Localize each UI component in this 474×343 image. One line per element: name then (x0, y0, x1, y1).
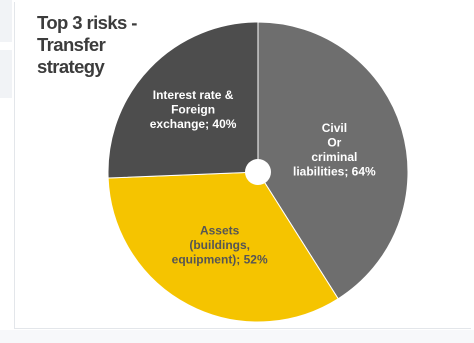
left-panel-tab (0, 0, 12, 42)
pie-slice (257, 21, 409, 300)
pie-slice (107, 21, 259, 179)
slice-label-line: Assets (200, 224, 240, 238)
left-panel-strip (0, 0, 12, 343)
bottom-band (0, 330, 474, 343)
chart-title: Top 3 risks - Transfer strategy (37, 12, 157, 78)
slice-label-line: criminal (311, 150, 357, 164)
slice-label-line: equipment); 52% (172, 253, 268, 267)
slice-label-line: Or (327, 136, 341, 150)
chart-title-line: Transfer (37, 34, 106, 55)
slice-label-line: Interest rate & (153, 88, 234, 102)
pie-center-hole (245, 159, 271, 185)
left-panel-tab (0, 50, 12, 98)
slice-label: Civil Or criminal liabilities; 64% (293, 121, 376, 179)
slice-label-line: (buildings, (189, 238, 250, 252)
slice-label-line: exchange; 40% (150, 117, 237, 131)
pie-slice (107, 171, 339, 323)
slice-label-line: Civil (322, 121, 347, 135)
chart-title-line: strategy (37, 56, 105, 77)
slice-label-line: Foreign (171, 103, 215, 117)
slice-label: Assets (buildings, equipment); 52% (172, 224, 268, 267)
chart-title-line: Top 3 risks - (37, 12, 137, 33)
slice-label: Interest rate & Foreign exchange; 40% (150, 88, 237, 131)
slice-label-line: liabilities; 64% (293, 165, 376, 179)
